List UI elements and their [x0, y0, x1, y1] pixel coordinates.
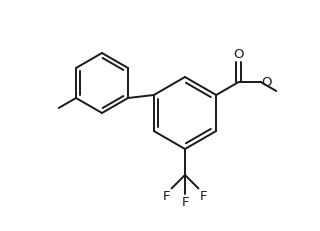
- Text: F: F: [199, 190, 207, 203]
- Text: O: O: [234, 48, 244, 61]
- Text: F: F: [181, 195, 189, 208]
- Text: F: F: [163, 190, 171, 203]
- Text: O: O: [262, 76, 272, 89]
